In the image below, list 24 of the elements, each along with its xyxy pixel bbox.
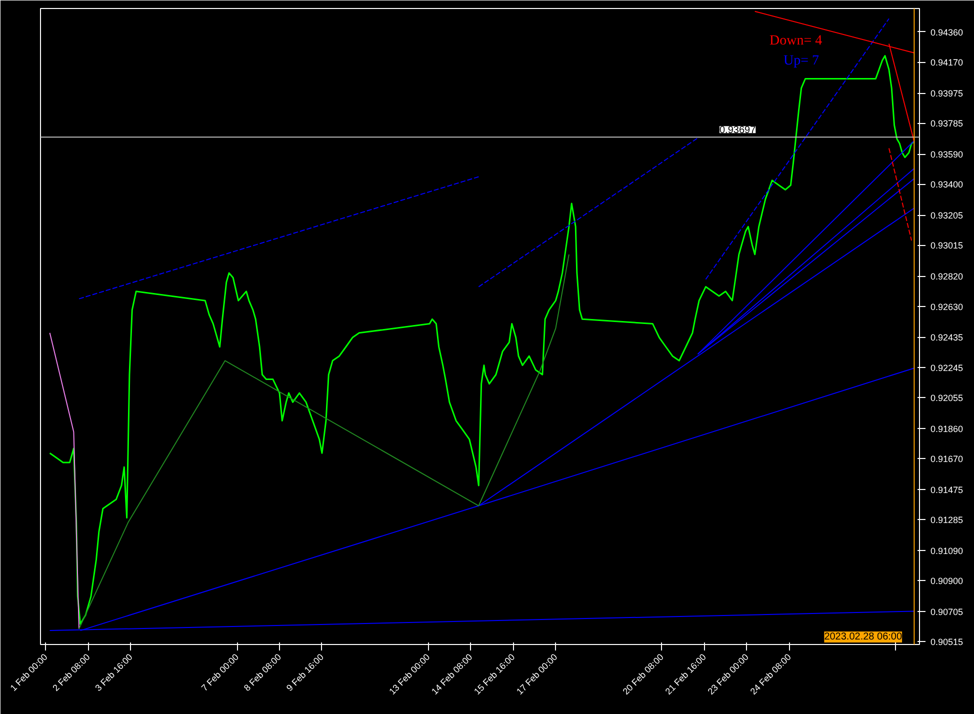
y-tick-label: 0.90900 [930, 576, 964, 586]
y-tick-label: 0.92435 [930, 332, 964, 343]
y-tick-label: 0.91670 [930, 454, 964, 464]
y-tick-label: 0.90515 [930, 637, 964, 648]
y-tick-label: 0.92630 [930, 302, 964, 312]
y-tick-label: 0.91090 [930, 546, 964, 556]
annotation: Down= 4 [770, 34, 822, 48]
y-tick-label: 0.94360 [930, 27, 964, 38]
y-tick-label: 0.91285 [930, 515, 964, 526]
y-tick-label: 0.93015 [930, 240, 964, 251]
annotation: Up= 7 [784, 54, 820, 68]
y-tick-label: 0.92055 [930, 392, 964, 403]
y-tick-label: 0.90705 [930, 607, 964, 618]
y-tick-label: 0.91475 [930, 484, 964, 495]
ref-line-label: 2023.02.28 06:00 [824, 632, 902, 642]
y-tick-label: 0.93205 [930, 210, 964, 221]
y-tick-label: 0.92820 [930, 272, 964, 282]
y-tick-label: 0.93400 [930, 180, 964, 190]
y-tick-label: 0.93975 [930, 88, 964, 99]
y-tick-label: 0.91860 [930, 424, 964, 434]
y-tick-label: 0.93785 [930, 118, 964, 129]
y-tick-label: 0.94170 [930, 58, 964, 68]
y-tick-label: 0.92245 [930, 362, 964, 373]
y-tick-label: 0.93590 [930, 150, 964, 160]
